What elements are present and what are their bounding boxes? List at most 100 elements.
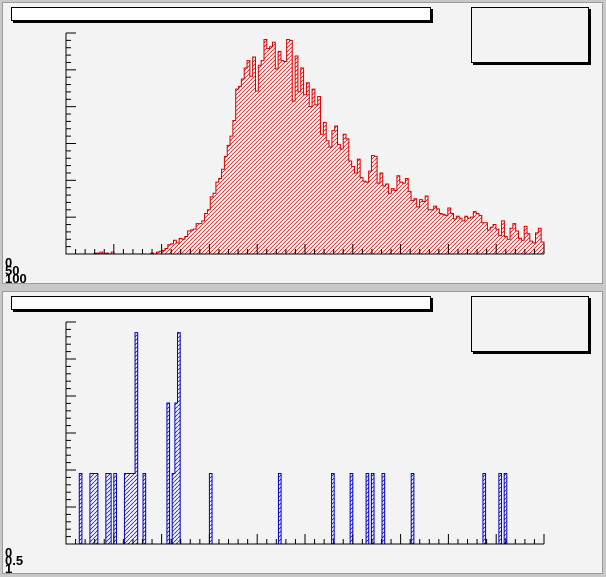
bottom-bin-113 [366, 473, 369, 544]
bottom-bin-165 [504, 473, 507, 544]
top-bin-133 [442, 214, 446, 254]
top-bin-155 [504, 236, 508, 254]
top-histogram-axis-labels: 0 50 100 [5, 256, 27, 285]
top-bin-64 [247, 60, 250, 255]
bottom-bin-15 [105, 473, 109, 544]
top-bin-32 [156, 252, 160, 254]
bottom-bin-119 [382, 473, 385, 544]
top-bin-132 [439, 213, 443, 254]
bottom-bin-157 [482, 473, 486, 544]
top-bin-74 [275, 68, 279, 254]
bottom-bin-18 [113, 473, 117, 544]
top-bin-119 [402, 183, 406, 254]
top-bin-54 [218, 178, 222, 254]
top-bin-69 [261, 60, 265, 255]
bottom-histogram-stats-box [471, 296, 589, 352]
top-bin-138 [456, 216, 460, 254]
bottom-bin-29 [143, 473, 146, 544]
bottom-bin-26 [135, 332, 138, 544]
top-bin-33 [159, 251, 163, 254]
top-bin-128 [428, 209, 431, 254]
bottom-axis-label-0: 0 [5, 545, 13, 560]
top-bin-47 [198, 223, 202, 254]
top-bin-96 [337, 144, 341, 254]
bottom-bin-9 [89, 473, 93, 544]
top-bin-39 [176, 242, 180, 254]
top-bin-78 [286, 39, 290, 255]
bottom-histogram-plot [65, 321, 545, 545]
top-bin-165 [532, 242, 536, 254]
top-bin-104 [360, 177, 364, 254]
top-bin-136 [450, 213, 454, 254]
top-bin-87 [312, 89, 315, 254]
top-bin-166 [535, 232, 539, 254]
top-bin-159 [515, 230, 519, 254]
top-bin-107 [368, 171, 372, 255]
top-bin-103 [357, 159, 361, 254]
top-bin-76 [280, 60, 284, 255]
top-histogram-outline [66, 38, 545, 255]
top-bin-153 [498, 235, 502, 254]
top-bin-154 [501, 220, 505, 254]
top-bin-41 [181, 239, 185, 254]
top-histogram-plot [65, 32, 545, 255]
top-bin-57 [227, 145, 231, 254]
bottom-bin-54 [209, 473, 213, 544]
top-bin-79 [289, 40, 293, 255]
top-bin-45 [193, 229, 197, 254]
top-bin-90 [320, 134, 324, 254]
top-bin-168 [541, 242, 545, 254]
top-bin-70 [263, 39, 267, 255]
top-bin-152 [495, 229, 499, 254]
top-bin-35 [164, 248, 168, 254]
bottom-bin-16 [108, 473, 112, 544]
bottom-histogram-title-box [11, 296, 431, 310]
top-bin-123 [413, 198, 417, 254]
top-bin-135 [447, 207, 451, 254]
bottom-bin-10 [92, 473, 96, 544]
top-bin-163 [527, 233, 530, 254]
top-bin-89 [317, 96, 321, 254]
top-bin-156 [507, 239, 511, 254]
top-bin-77 [283, 61, 287, 254]
top-bin-130 [433, 206, 437, 254]
top-histogram-frame [65, 32, 545, 255]
bottom-axis-label-1: 0.5 [5, 553, 24, 568]
top-bin-34 [162, 250, 166, 254]
top-bin-36 [167, 244, 171, 254]
top-bin-115 [391, 188, 395, 254]
top-bin-55 [221, 169, 225, 254]
bottom-bin-163 [498, 473, 502, 544]
bottom-bin-107 [350, 473, 353, 544]
bottom-bin-38 [166, 403, 170, 544]
top-bin-56 [224, 156, 228, 254]
top-bin-124 [416, 207, 420, 254]
top-bin-149 [487, 230, 491, 254]
top-bin-160 [518, 238, 522, 254]
top-bin-50 [207, 209, 211, 254]
top-bin-145 [476, 213, 479, 254]
bottom-bin-130 [411, 473, 414, 544]
top-bin-51 [210, 196, 214, 254]
top-bin-116 [394, 190, 397, 254]
top-bin-93 [329, 147, 332, 254]
top-bin-49 [204, 213, 208, 254]
bottom-histogram-outline [66, 332, 544, 545]
top-bin-42 [184, 236, 188, 254]
top-histogram-title-box [11, 7, 431, 21]
bottom-bin-80 [278, 473, 282, 544]
top-bin-62 [241, 79, 245, 254]
bottom-histogram-pad: 0 0.5 1 [2, 291, 603, 575]
bottom-bin-25 [132, 473, 136, 544]
bottom-bin-22 [124, 473, 128, 544]
top-bin-121 [408, 191, 412, 254]
top-bin-68 [258, 65, 262, 254]
top-bin-113 [385, 184, 389, 254]
top-bin-110 [377, 183, 380, 254]
top-bin-120 [405, 178, 409, 254]
top-bin-106 [365, 182, 369, 254]
top-bin-52 [213, 193, 216, 254]
top-bin-101 [351, 166, 355, 254]
top-bin-164 [529, 241, 533, 254]
top-bin-109 [374, 156, 378, 254]
